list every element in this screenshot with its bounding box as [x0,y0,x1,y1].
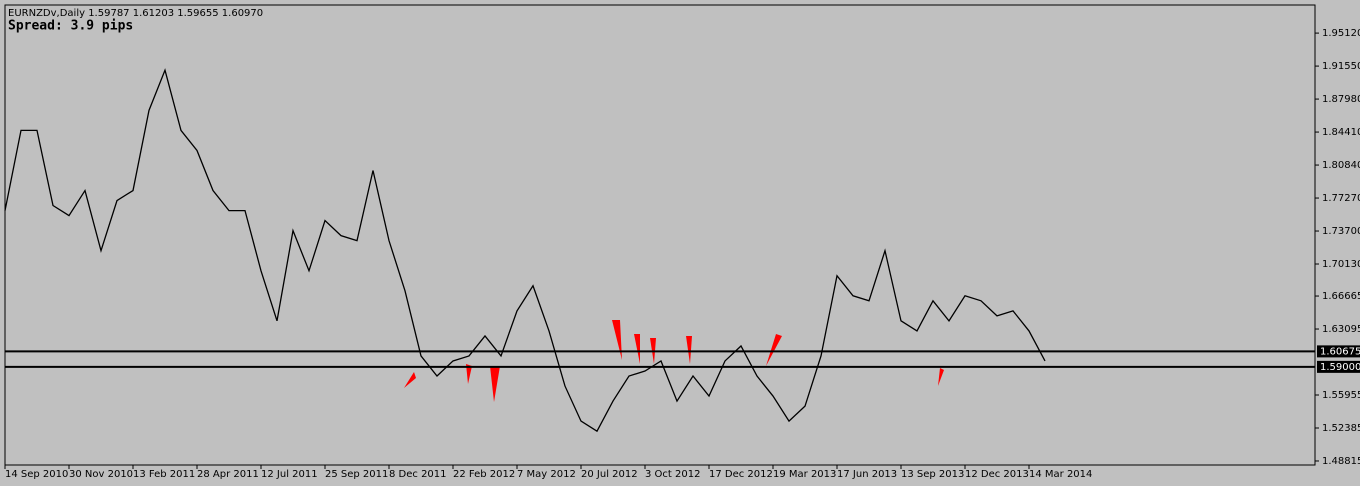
x-tick-label: 8 Dec 2011 [389,469,447,480]
y-tick-label: 1.95120 [1322,28,1360,39]
annotation-arrows [404,320,944,402]
y-tick-label: 1.73700 [1322,226,1360,237]
x-tick-label: 14 Sep 2010 [5,469,68,480]
arrow [490,366,500,402]
y-tick-label: 1.55955 [1322,390,1360,401]
spread-label: Spread: 3.9 pips [8,19,133,34]
level-label: 1.59000 [1320,362,1360,373]
x-tick-label: 22 Feb 2012 [453,469,515,480]
x-tick-label: 14 Mar 2014 [1029,469,1092,480]
y-tick-label: 1.84410 [1322,127,1360,138]
y-tick-label: 1.63095 [1322,324,1360,335]
y-tick-label: 1.52385 [1322,423,1360,434]
y-tick-label: 1.91550 [1322,61,1360,72]
chart-title: EURNZDv,Daily 1.59787 1.61203 1.59655 1.… [8,8,263,19]
x-tick-label: 3 Oct 2012 [645,469,700,480]
plot-frame [4,4,1316,466]
x-tick-label: 12 Jul 2011 [261,469,318,480]
x-tick-label: 13 Feb 2011 [133,469,195,480]
arrow [612,320,622,360]
arrow [404,372,416,388]
y-tick-label: 1.48815 [1322,456,1360,467]
x-tick-label: 30 Nov 2010 [69,469,133,480]
arrow [634,334,640,364]
x-tick-label: 17 Dec 2012 [709,469,773,480]
x-tick-label: 25 Sep 2011 [325,469,388,480]
level-label-box [1317,360,1360,373]
price-line [4,68,1046,433]
arrow [938,368,944,386]
x-tick-label: 28 Apr 2011 [197,469,259,480]
arrow [686,336,692,364]
y-tick-label: 1.66665 [1322,291,1360,302]
x-tick-label: 13 Sep 2013 [901,469,964,480]
x-tick-label: 20 Jul 2012 [581,469,638,480]
level-label: 1.60675 [1320,346,1360,357]
y-tick-label: 1.77270 [1322,193,1360,204]
level-label-box [1317,345,1360,358]
y-tick-label: 1.87980 [1322,94,1360,105]
x-tick-label: 17 Jun 2013 [837,469,897,480]
arrow [466,364,472,384]
x-tick-label: 7 May 2012 [517,469,576,480]
arrow [766,334,782,366]
y-tick-label: 1.70130 [1322,259,1360,270]
x-tick-label: 19 Mar 2013 [773,469,836,480]
x-tick-label: 12 Dec 2013 [965,469,1029,480]
y-tick-label: 1.80840 [1322,160,1360,171]
